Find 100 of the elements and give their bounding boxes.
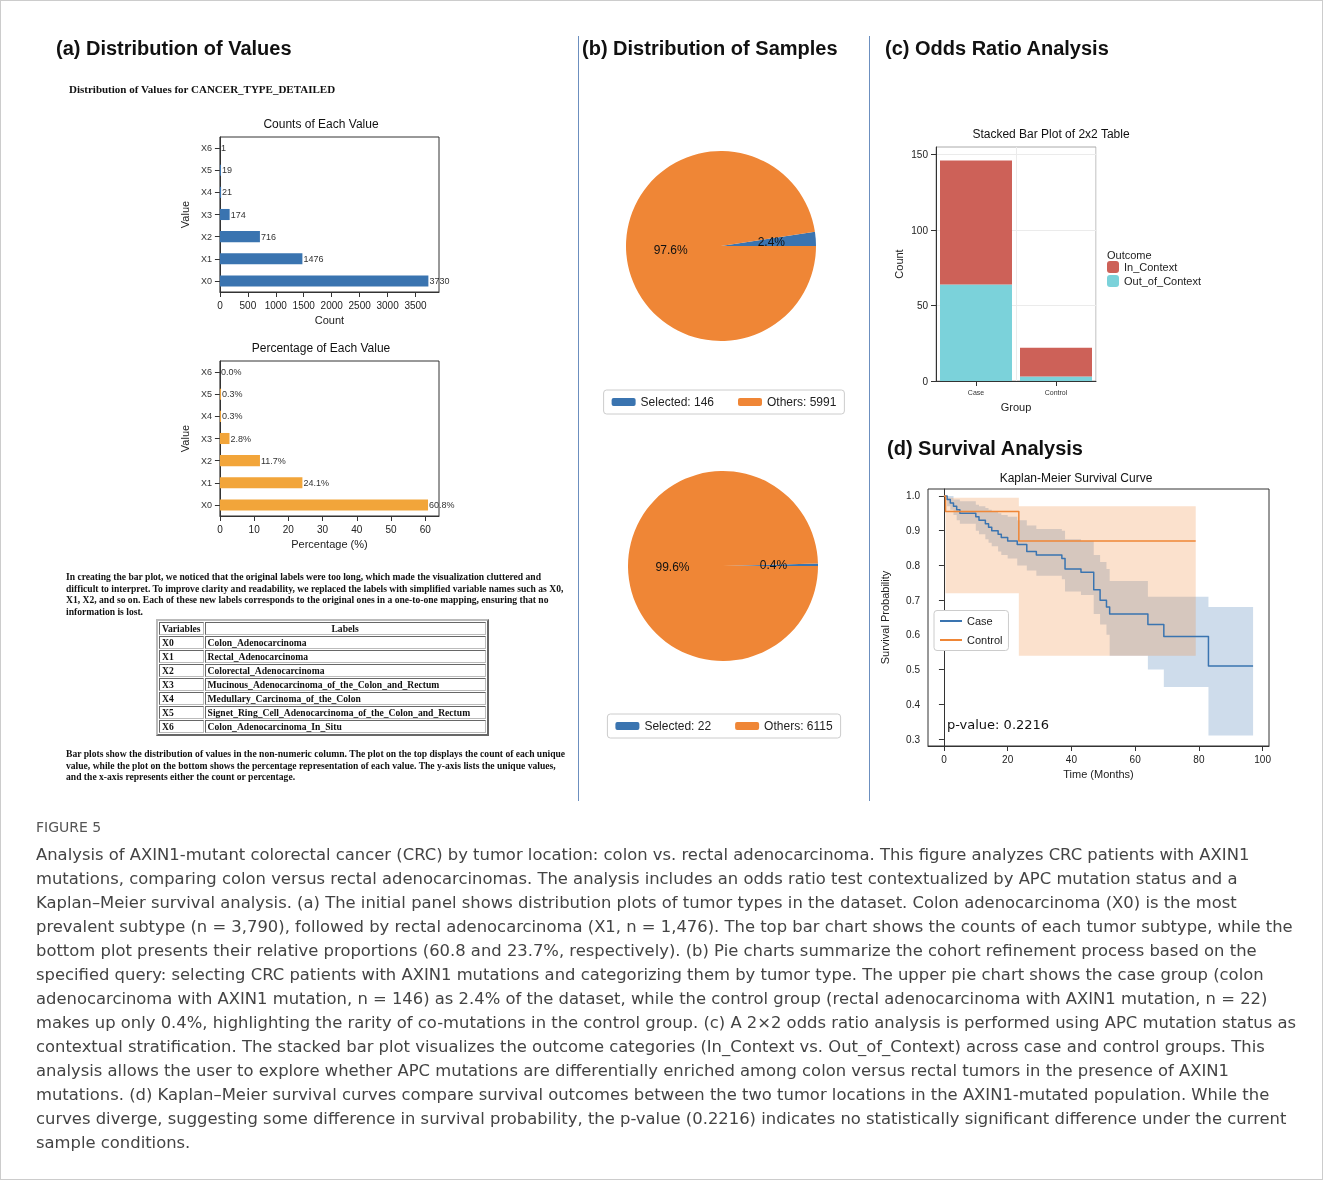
- x-axis-title: Count: [314, 314, 345, 327]
- text: X2: [159, 664, 204, 677]
- y-tick-label: 0.6: [906, 629, 921, 641]
- data-label: 0.0%: [220, 367, 242, 378]
- text: Medullary_Carcinoma_of_the_Colon: [204, 692, 486, 705]
- legend-label: Case: [967, 615, 993, 627]
- x-tick-label: 60: [419, 523, 432, 535]
- x-tick-label: 0: [941, 753, 948, 765]
- data-label: 0.3%: [221, 411, 243, 422]
- data-label: 60.8%: [429, 499, 455, 510]
- y-axis-title: Value: [178, 200, 191, 229]
- x-tick-label: 50: [385, 523, 398, 535]
- data-label: 3730: [429, 275, 450, 286]
- bar: [219, 499, 429, 511]
- text: Labels: [204, 622, 486, 635]
- bar: [1020, 347, 1092, 377]
- x-tick-label: 2500: [348, 299, 372, 311]
- y-tick-label: X5: [200, 165, 212, 176]
- data-label: 24.1%: [303, 477, 329, 488]
- x-tick-label: 40: [1065, 753, 1078, 765]
- bar: [219, 253, 303, 265]
- legend-label: Others: 6115: [764, 719, 833, 733]
- y-tick-label: 0.3: [906, 733, 921, 745]
- data-label: 174: [230, 209, 246, 220]
- bar: [219, 432, 230, 445]
- text: X0: [159, 636, 204, 649]
- text: In creating the bar plot, we noticed that the original labels were too long, which made the visualization cluttered and difficult to interpret. To improve clarity and readability, we replaced the labels with simplified variable names such as X0, X1, X2, and so on. Each of these new labels corresponds to the original ones in a one-to-one mapping, ensuring that no information is lost.: [66, 571, 565, 617]
- text: (d) Survival Analysis: [887, 437, 1083, 460]
- x-tick-label: 3000: [376, 299, 400, 311]
- legend-label: Out_of_Context: [1124, 275, 1202, 287]
- y-tick-label: X4: [200, 187, 212, 198]
- x-axis-title: Time (Months): [1063, 768, 1134, 781]
- y-tick-label: 150: [911, 149, 929, 161]
- y-tick-label: X6: [200, 367, 212, 378]
- x-tick-label: 40: [351, 523, 363, 535]
- text: (b) Distribution of Samples: [582, 37, 838, 60]
- text: Colon_Adenocarcinoma: [204, 636, 486, 649]
- bar: [940, 160, 1012, 285]
- x-tick-label: 100: [1254, 753, 1272, 765]
- y-tick-label: X0: [200, 499, 212, 510]
- data-label: 19: [221, 165, 232, 176]
- y-tick-label: X5: [200, 389, 212, 400]
- data-label: 1476: [303, 253, 324, 264]
- bar: [940, 284, 1012, 381]
- bar: [219, 231, 260, 243]
- y-tick-label: 0.8: [906, 559, 921, 571]
- legend-label: Selected: 146: [640, 395, 715, 409]
- x-tick-label: 10: [248, 523, 261, 535]
- y-tick-label: 1.0: [906, 490, 921, 502]
- chart-title: Kaplan-Meier Survival Curve: [999, 471, 1153, 485]
- text: (c) Odds Ratio Analysis: [885, 37, 1109, 60]
- legend-label: Selected: 22: [644, 719, 712, 733]
- text: X5: [159, 706, 204, 719]
- text: Rectal_Adenocarcinoma: [204, 650, 486, 663]
- data-label: 2.4%: [757, 235, 786, 250]
- x-tick-label: 500: [239, 299, 257, 311]
- data-label: 21: [222, 187, 233, 198]
- y-tick-label: X2: [200, 231, 212, 242]
- bar: [219, 208, 230, 221]
- x-axis-title: Group: [1000, 400, 1032, 413]
- text: X1: [159, 650, 204, 663]
- text: Mucinous_Adenocarcinoma_of_the_Colon_and_Rectum: [204, 678, 486, 691]
- legend-label: Control: [967, 634, 1003, 646]
- y-tick-label: 0.7: [906, 594, 921, 606]
- bar: [1020, 376, 1092, 381]
- text: Variables: [159, 622, 204, 635]
- y-axis-title: Value: [178, 424, 191, 453]
- text: Colon_Adenocarcinoma_In_Situ: [204, 720, 486, 733]
- bar: [219, 477, 303, 489]
- annotation: p-value: 0.2216: [947, 717, 1050, 732]
- text: Analysis of AXIN1-mutant colorectal cancer (CRC) by tumor location: colon vs. rectal adenocarcinoma. This figure analyzes CRC patients with AXIN1 mutations, comparing colon versus rectal adenocarcinomas. The analysis includes an odds ratio test contextualized by APC mutation status and a Kaplan–Meier survival analysis. (a) The initial panel shows distribution plots of tumor types in the dataset. Colon adenocarcinoma (X0) is the most prevalent subtype (n = 3,790), followed by rectal adenocarcinoma (X1, n = 1,476). The top bar chart shows the counts of each tumor subtype, while the bottom plot presents their relative proportions (60.8 and 23.7%, respectively). (b) Pie charts summarize the cohort refinement process based on the specified query: selecting CRC patients with AXIN1 mutations and categorizing them by tumor type. The upper pie chart shows the case group (colon adenocarcinoma with AXIN1 mutation, n = 146) as 2.4% of the dataset, while the control group (rectal adenocarcinoma with AXIN1 mutation, n = 22) makes up only 0.4%, highlighting the rarity of co-mutations in the control group. (c) A 2×2 odds ratio analysis is performed using APC mutation status as contextual stratification. The stacked bar plot visualizes the outcome categories (In_Context vs. Out_of_Context) across case and control groups. This analysis allows the user to explore whether APC mutations are differentially enriched among colon versus rectal tumors in the presence of AXIN1 mutations. (d) Kaplan–Meier survival curves compare survival outcomes between the two tumor locations in the AXIN1-mutated population. While the curves diverge, suggesting some difference in survival probability, the p-value (0.2216) indicates no statistically significant difference under the current sample conditions.: [36, 845, 1297, 1152]
- y-tick-label: X2: [200, 455, 212, 466]
- y-tick-label: X6: [200, 143, 212, 154]
- y-tick-label: X1: [200, 477, 212, 488]
- x-tick-label: 20: [1002, 753, 1014, 765]
- y-axis-title: Count: [892, 249, 905, 279]
- x-tick-label: 60: [1129, 753, 1142, 765]
- y-tick-label: X1: [200, 253, 212, 264]
- data-label: 716: [260, 231, 276, 242]
- y-tick-label: 0.9: [906, 525, 921, 537]
- x-tick-label: 30: [317, 523, 329, 535]
- bar: [219, 275, 429, 287]
- text: X6: [159, 720, 204, 733]
- y-tick-label: X3: [200, 209, 212, 220]
- chart-title: Stacked Bar Plot of 2x2 Table: [972, 127, 1130, 141]
- x-tick-label: 2000: [320, 299, 344, 311]
- y-tick-label: 0.4: [906, 698, 921, 710]
- x-tick-label: 0: [217, 299, 224, 311]
- legend-label: In_Context: [1124, 261, 1178, 273]
- text: X3: [159, 678, 204, 691]
- data-label: 11.7%: [260, 455, 286, 466]
- y-tick-label: X3: [200, 433, 212, 444]
- legend-label: Others: 5991: [767, 395, 837, 409]
- x-tick-label: 80: [1193, 753, 1205, 765]
- y-tick-label: X0: [200, 275, 212, 286]
- y-tick-label: X4: [200, 411, 212, 422]
- text: Bar plots show the distribution of values in the non-numeric column. The plot on the top displays the count of each unique value, while the plot on the bottom shows the percentage representation of each value. The y-axis lists the unique values, and the x-axis represents either the count or percentage.: [66, 748, 567, 783]
- text: Signet_Ring_Cell_Adenocarcinoma_of_the_Colon_and_Rectum: [204, 706, 486, 719]
- y-axis-title: Survival Probability: [878, 570, 891, 665]
- y-tick-label: 100: [911, 224, 929, 236]
